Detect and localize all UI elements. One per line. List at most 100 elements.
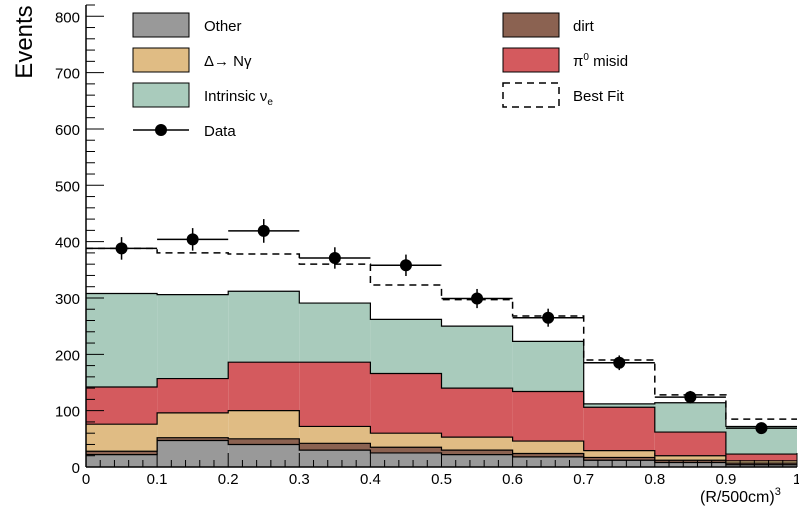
x-axis-label: (R/500cm)3 xyxy=(700,486,781,506)
layer-outline-4 xyxy=(86,290,797,428)
data-point-3 xyxy=(299,247,371,269)
bar-dirt-8 xyxy=(654,460,726,463)
data-point-6 xyxy=(512,308,584,327)
bar-other-8 xyxy=(654,462,726,467)
bar-intrinsice-2 xyxy=(228,291,300,363)
bar-misid-0 xyxy=(86,386,158,425)
bar-misid-2 xyxy=(228,362,300,411)
bar-misid-6 xyxy=(512,391,584,442)
x-axis-label-base: (R/500cm) xyxy=(700,489,775,506)
y-tick-label-1: 100 xyxy=(55,404,80,421)
y-tick-label-2: 200 xyxy=(55,347,80,364)
bar-dirt-2 xyxy=(228,438,300,445)
x-tick-label-10: 1 xyxy=(793,471,799,488)
data-point-1 xyxy=(157,228,229,251)
y-tick-label-8: 800 xyxy=(55,9,80,26)
y-axis-label: Events xyxy=(11,5,38,78)
bar-misid-3 xyxy=(299,362,371,427)
bar-n-0 xyxy=(86,424,158,452)
legend-swatch-intrinsic xyxy=(132,82,190,108)
bar-misid-9 xyxy=(725,454,797,461)
bar-dirt-5 xyxy=(441,450,513,455)
bar-n-9 xyxy=(725,460,797,464)
tick-labels: 0 0.1 0.2 0.3 0.4 0.5 0.6 0.7 0.8 0.9 1 0 100 200 300 4… xyxy=(55,9,799,488)
bar-intrinsice-8 xyxy=(654,402,726,433)
legend-label-delta: Δ→ Nγ xyxy=(204,53,252,70)
bar-intrinsice-5 xyxy=(441,326,513,389)
bar-dirt-1 xyxy=(157,437,229,441)
legend-swatch-other xyxy=(132,12,190,38)
legend-label-pi0-rest: misid xyxy=(589,53,628,70)
bar-misid-1 xyxy=(157,378,229,413)
bar-other-9 xyxy=(725,464,797,467)
bar-intrinsice-4 xyxy=(370,319,442,374)
best-fit-path xyxy=(86,247,797,420)
data-point-7 xyxy=(583,355,655,371)
bar-n-3 xyxy=(299,426,371,444)
axes xyxy=(85,4,798,468)
y-tick-label-0: 0 xyxy=(72,460,80,477)
legend: Other Δ→ Nγ Intrinsic νe Data dirt π0 mi… xyxy=(132,12,628,140)
bar-n-4 xyxy=(370,433,442,448)
stacked-histogram xyxy=(86,291,797,467)
x-tick-label-9: 0.9 xyxy=(715,471,736,488)
bar-n-2 xyxy=(228,410,300,439)
bar-misid-5 xyxy=(441,388,513,438)
bar-other-3 xyxy=(299,450,371,467)
data-point-5 xyxy=(441,288,513,309)
bar-dirt-6 xyxy=(512,453,584,457)
data-marker-9 xyxy=(755,422,768,435)
bar-other-4 xyxy=(370,452,442,467)
bar-misid-4 xyxy=(370,373,442,434)
x-tick-label-8: 0.8 xyxy=(644,471,665,488)
legend-marker-data xyxy=(155,124,167,136)
data-marker-4 xyxy=(399,259,412,272)
bar-dirt-4 xyxy=(370,447,442,453)
legend-label-pi0-sup: 0 xyxy=(583,52,589,63)
x-tick-label-1: 0.1 xyxy=(147,471,168,488)
data-marker-8 xyxy=(684,391,697,404)
bar-dirt-7 xyxy=(583,457,655,461)
bar-dirt-3 xyxy=(299,443,371,451)
data-marker-6 xyxy=(542,311,555,324)
data-marker-1 xyxy=(186,233,199,246)
bar-other-2 xyxy=(228,444,300,467)
data-points xyxy=(86,219,797,435)
x-tick-label-3: 0.3 xyxy=(289,471,310,488)
x-tick-label-6: 0.6 xyxy=(502,471,523,488)
y-tick-label-4: 400 xyxy=(55,235,80,252)
y-tick-label-5: 500 xyxy=(55,178,80,195)
legend-label-other: Other xyxy=(204,18,242,35)
bar-n-7 xyxy=(583,450,655,458)
legend-label-intrinsic-sub: e xyxy=(267,97,273,108)
bar-n-1 xyxy=(157,412,229,438)
bar-intrinsice-7 xyxy=(583,403,655,408)
x-tick-label-2: 0.2 xyxy=(218,471,239,488)
y-tick-label-7: 700 xyxy=(55,66,80,83)
legend-swatch-bestfit xyxy=(502,82,560,108)
bar-other-1 xyxy=(157,440,229,467)
data-marker-3 xyxy=(328,251,341,264)
legend-label-bestfit: Best Fit xyxy=(573,88,625,105)
layer-outline-3 xyxy=(86,361,797,455)
bar-other-6 xyxy=(512,456,584,467)
bar-intrinsice-6 xyxy=(512,341,584,392)
bar-intrinsice-3 xyxy=(299,303,371,363)
bar-n-5 xyxy=(441,437,513,451)
legend-swatch-delta xyxy=(132,47,190,73)
y-tick-label-3: 300 xyxy=(55,291,80,308)
bar-n-8 xyxy=(654,455,726,461)
data-point-8 xyxy=(654,390,726,404)
data-marker-7 xyxy=(613,356,626,369)
x-tick-label-0: 0 xyxy=(82,471,90,488)
bar-other-0 xyxy=(86,454,158,467)
bar-other-7 xyxy=(583,460,655,467)
legend-label-pi0-base: π xyxy=(573,53,583,70)
bar-misid-7 xyxy=(583,407,655,451)
x-axis-label-superscript: 3 xyxy=(775,486,781,498)
legend-label-dirt: dirt xyxy=(573,18,595,35)
legend-label-pi0: π0 misid xyxy=(573,52,628,70)
data-marker-5 xyxy=(471,292,484,305)
x-tick-label-7: 0.7 xyxy=(573,471,594,488)
